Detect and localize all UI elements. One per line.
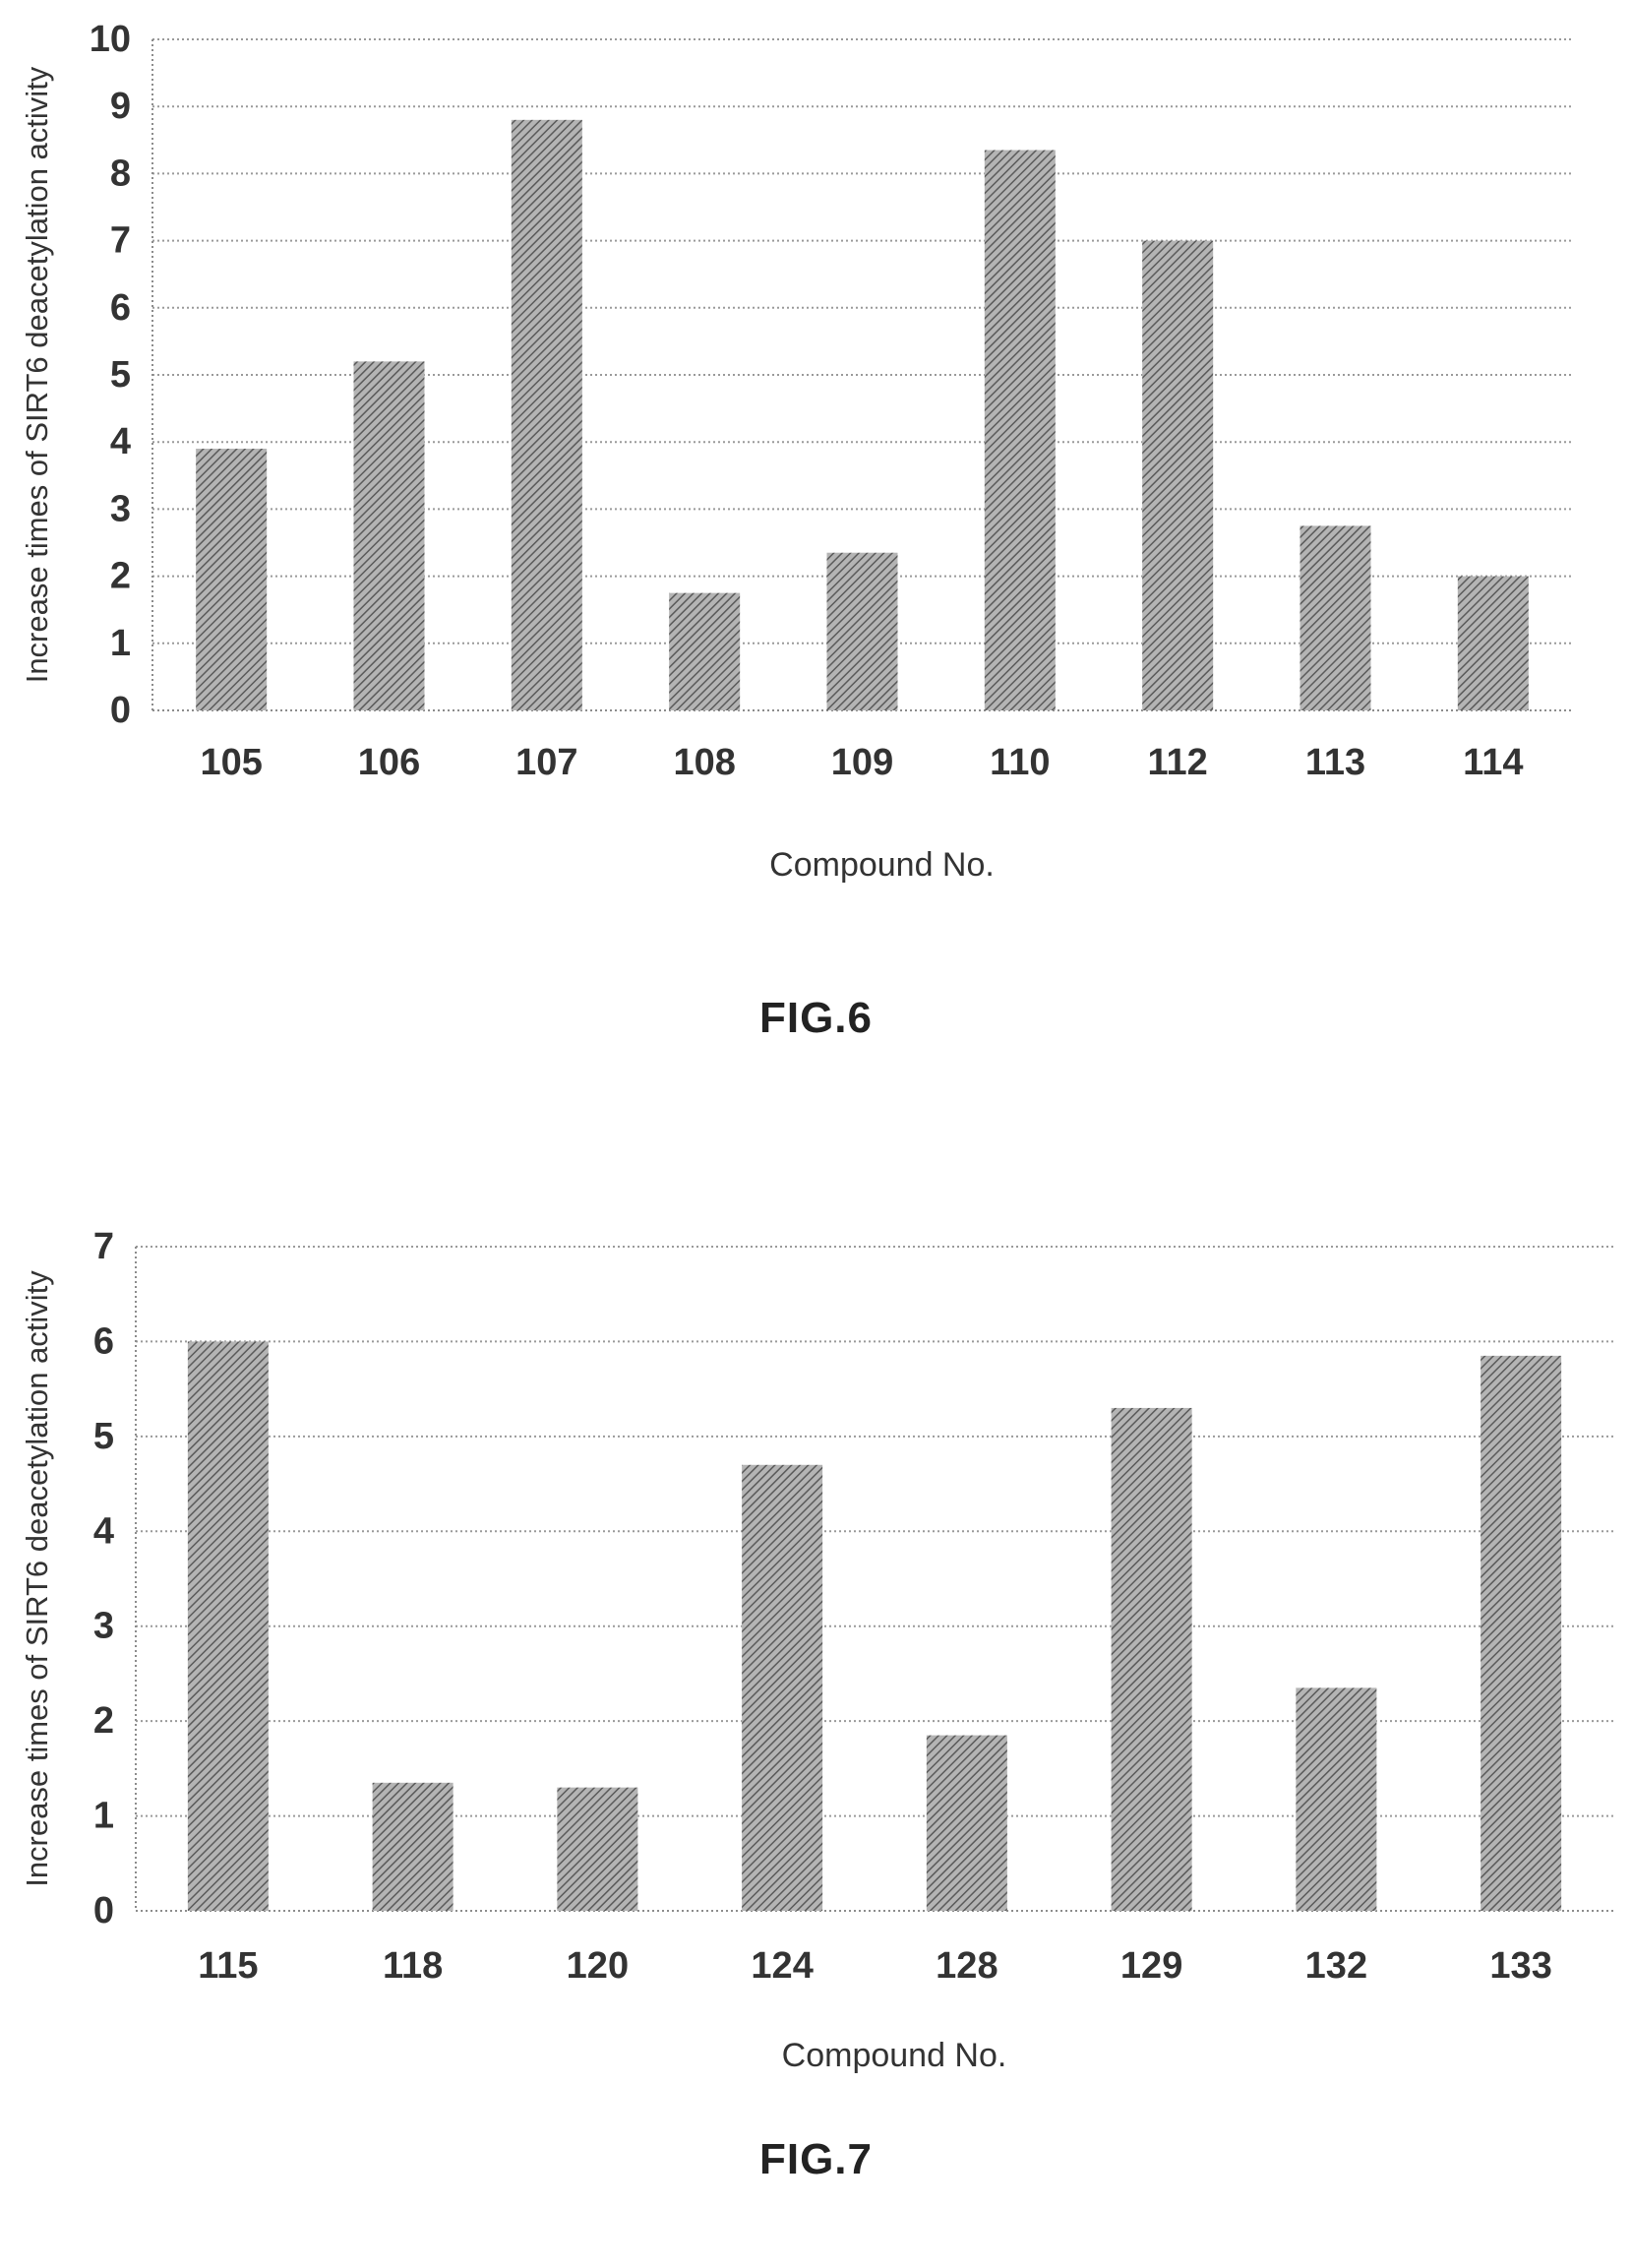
figure-6: 0 1 2 3 4 5 6 7 8 9 10 105 106 107 108 109 110 112 113 114 C… [0,0,1632,1112]
y-tick-label: 3 [110,488,131,529]
bar-110 [984,150,1056,710]
y-tick-label: 4 [110,421,131,462]
x-axis-title: Compound No. [782,2037,1007,2074]
x-tick-label: 128 [936,1945,997,1987]
y-tick-label: 6 [93,1320,114,1362]
y-tick-label: 4 [93,1510,114,1552]
bar-109 [826,552,898,710]
x-tick-label: 112 [1148,742,1208,783]
bar-112 [1142,240,1214,710]
x-tick-label: 106 [358,742,420,783]
x-tick-label: 132 [1305,1945,1367,1987]
y-tick-label: 5 [110,354,131,396]
y-tick-label: 1 [93,1796,114,1837]
bar-chart-fig7: 0 1 2 3 4 5 6 7 115 118 120 124 128 129 132 133 Compound… [20,1226,1613,2074]
x-tick-label: 118 [383,1945,443,1987]
x-axis-title: Compound No. [769,846,995,884]
y-tick-label: 0 [93,1890,114,1931]
y-tick-label: 7 [93,1226,114,1267]
figure-7: 0 1 2 3 4 5 6 7 115 118 120 124 128 129 132 133 Compound… [0,1195,1632,2268]
x-tick-label: 110 [990,742,1050,783]
bar-124 [742,1464,823,1911]
bar-108 [669,592,741,710]
bar-129 [1111,1407,1192,1911]
y-tick-label: 5 [93,1416,114,1457]
y-tick-label: 8 [110,153,131,194]
y-tick-label: 6 [110,287,131,329]
x-tick-label: 120 [567,1945,629,1987]
x-tick-label: 133 [1489,1945,1551,1987]
bar-132 [1296,1687,1377,1911]
y-tick-label: 10 [90,19,131,60]
y-tick-label: 3 [93,1606,114,1647]
bar-115 [187,1341,269,1911]
x-tick-label: 108 [673,742,735,783]
bar-118 [372,1782,453,1911]
x-tick-label: 105 [200,742,262,783]
bar-107 [511,119,582,711]
y-axis-title: Increase times of SIRT6 deacetylation ac… [20,1270,54,1887]
bar-133 [1481,1355,1562,1911]
y-tick-label: 2 [93,1700,114,1742]
x-tick-label: 124 [751,1945,813,1987]
bar-chart-fig6: 0 1 2 3 4 5 6 7 8 9 10 105 106 107 108 109 110 112 113 114 C… [20,19,1572,884]
x-tick-label: 113 [1305,742,1365,783]
bar-106 [353,361,425,710]
y-tick-label: 0 [110,690,131,731]
x-tick-label: 107 [515,742,577,783]
figure-caption: FIG.7 [758,2135,874,2183]
y-tick-label: 7 [110,220,131,262]
bar-128 [926,1735,1007,1911]
x-tick-label: 129 [1120,1945,1182,1987]
x-tick-label: 109 [831,742,893,783]
x-tick-label: 115 [198,1945,258,1987]
y-tick-label: 2 [110,556,131,597]
bar-120 [557,1787,638,1911]
y-tick-label: 9 [110,86,131,127]
bar-105 [196,449,268,710]
bar-114 [1457,576,1529,710]
x-tick-label: 114 [1463,742,1523,783]
y-tick-label: 1 [110,623,131,664]
y-axis-title: Increase times of SIRT6 deacetylation ac… [20,66,54,683]
bar-113 [1300,525,1371,710]
figure-caption: FIG.6 [758,994,874,1042]
